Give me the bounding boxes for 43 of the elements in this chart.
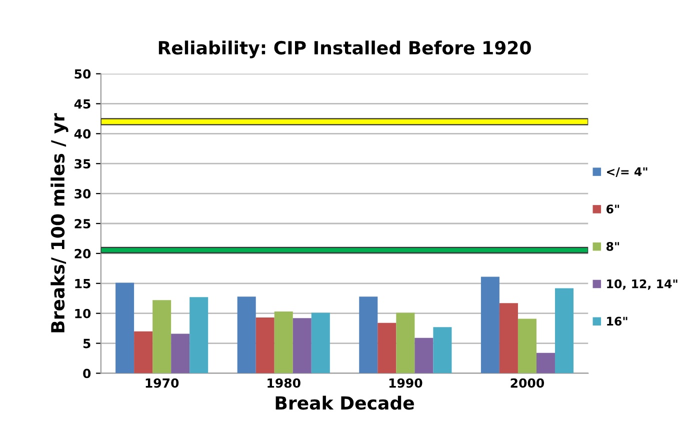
bar bbox=[311, 312, 330, 374]
y-tick-label: 20 bbox=[74, 248, 91, 258]
x-tick-label: 1980 bbox=[268, 378, 300, 388]
x-tick-label: 1990 bbox=[389, 378, 422, 388]
bar bbox=[292, 318, 312, 374]
bar bbox=[433, 327, 452, 374]
y-tick-label: 15 bbox=[75, 279, 90, 288]
x-tick-label: 1970 bbox=[146, 378, 179, 388]
y-tick-label: 35 bbox=[74, 159, 90, 169]
bar bbox=[518, 318, 536, 374]
bar bbox=[414, 338, 434, 374]
x-axis-title: Break Decade bbox=[276, 396, 414, 410]
bar bbox=[536, 352, 555, 374]
bar bbox=[190, 297, 208, 374]
bar bbox=[396, 312, 415, 374]
y-axis-title: Breaks/ 100 miles / yr bbox=[50, 113, 68, 332]
y-tick-label: 40 bbox=[74, 129, 91, 139]
bar bbox=[499, 303, 518, 374]
bar bbox=[237, 296, 256, 374]
bar bbox=[152, 300, 172, 374]
legend-label: 8" bbox=[606, 242, 619, 251]
bar bbox=[359, 296, 378, 374]
bar bbox=[554, 288, 574, 374]
bar bbox=[274, 312, 293, 374]
legend-label: </= 4" bbox=[607, 167, 648, 178]
y-tick-label: 0 bbox=[83, 368, 91, 378]
chart-title: Reliability: CIP Installed Before 1920 bbox=[158, 40, 531, 58]
y-tick-label: 10 bbox=[75, 308, 91, 318]
x-tick-label: 2000 bbox=[510, 378, 544, 388]
bar bbox=[378, 322, 396, 374]
bar bbox=[171, 334, 190, 374]
y-tick-label: 25 bbox=[74, 218, 90, 228]
legend-label: 6" bbox=[606, 204, 619, 214]
legend-label: 10, 12, 14" bbox=[607, 279, 678, 290]
y-tick-label: 45 bbox=[74, 99, 90, 109]
y-tick-label: 30 bbox=[74, 189, 91, 198]
y-tick-label: 50 bbox=[74, 69, 91, 79]
y-tick-label: 5 bbox=[83, 338, 90, 348]
bar bbox=[116, 282, 134, 374]
legend-label: 16" bbox=[607, 316, 628, 326]
bar bbox=[134, 331, 153, 374]
bar bbox=[480, 276, 500, 374]
bar bbox=[256, 318, 274, 374]
